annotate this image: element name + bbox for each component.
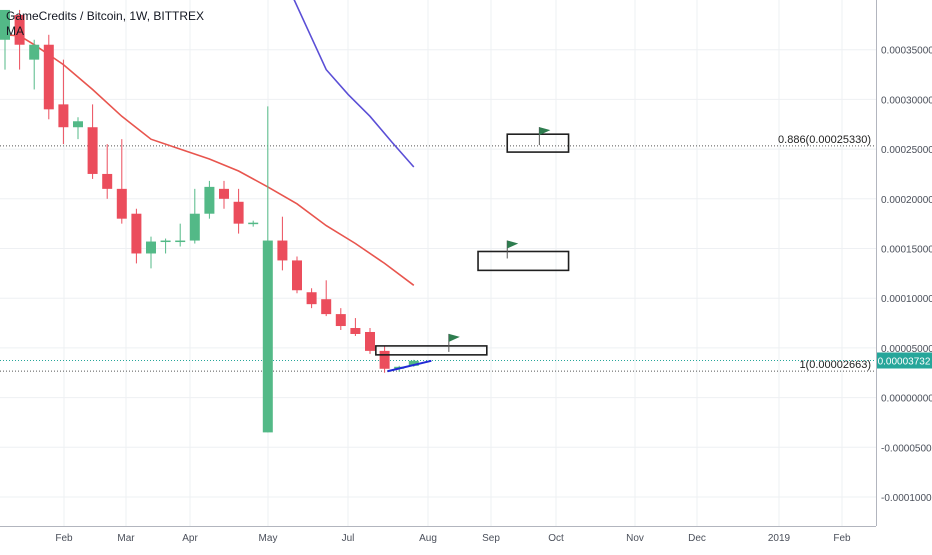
candle-body — [175, 240, 186, 243]
indicator-label: MA — [6, 24, 24, 38]
last-price-tag — [877, 352, 932, 369]
y-tick-label: 0.00015000 — [881, 245, 932, 256]
candle-body — [73, 121, 83, 128]
candle-body — [102, 173, 113, 189]
candle-body — [233, 201, 244, 224]
candle-body — [146, 241, 156, 254]
y-tick-label: 0.00020000 — [881, 195, 932, 206]
candle — [292, 256, 302, 294]
candle-body — [408, 360, 419, 366]
x-tick-label: Nov — [626, 533, 644, 544]
target-box — [477, 250, 570, 272]
candle-body — [350, 328, 361, 334]
fib-level-label: 0.886(0.00025330) — [778, 134, 871, 146]
candle — [131, 208, 142, 264]
candle-body — [379, 350, 390, 369]
flag-cloth — [539, 127, 551, 136]
candle — [43, 34, 54, 120]
candle-body — [0, 9, 10, 40]
target-box — [375, 345, 488, 356]
candle — [219, 180, 229, 209]
candle-body — [189, 213, 200, 241]
chart-legend: GameCredits / Bitcoin, 1W, BITTREX MA — [6, 9, 204, 39]
candle-body — [262, 240, 273, 433]
candle — [14, 9, 25, 70]
flag-cloth — [507, 240, 519, 249]
x-tick-label: Aug — [419, 533, 437, 544]
candle-body — [292, 260, 302, 291]
candle-body — [204, 186, 215, 214]
y-tick-label: 0.00030000 — [881, 95, 932, 106]
candle-body — [58, 104, 69, 128]
candle — [58, 59, 69, 145]
last-price-label: 0.00003732 — [878, 357, 931, 368]
x-tick-label: Feb — [833, 533, 851, 544]
y-tick-label: 0.00000000 — [881, 394, 932, 405]
ma-slow-line — [293, 0, 415, 168]
y-tick-label: 0.00005000 — [881, 344, 932, 355]
flag-icon — [448, 333, 460, 352]
ma-fast-line — [4, 34, 415, 286]
y-tick-label: 0.00035000 — [881, 46, 932, 57]
candle-body — [306, 292, 317, 305]
candle-body — [321, 299, 332, 315]
candle-body — [131, 213, 142, 254]
target-box — [506, 133, 570, 153]
candle — [379, 345, 390, 373]
x-tick-label: 2019 — [768, 533, 791, 544]
candle — [365, 328, 375, 354]
candle — [189, 188, 200, 244]
support-trendline — [387, 359, 432, 373]
candle — [335, 308, 346, 331]
candle — [350, 318, 361, 336]
candle — [175, 223, 186, 247]
candle — [306, 288, 317, 309]
candle — [73, 117, 83, 140]
candle-body — [116, 188, 127, 219]
candle-body — [365, 331, 375, 351]
flag-icon — [506, 240, 519, 259]
candle — [233, 188, 244, 234]
candle — [248, 220, 259, 227]
x-tick-label: Mar — [117, 533, 135, 544]
y-tick-label: 0.00025000 — [881, 145, 932, 156]
candle-body — [335, 314, 346, 327]
candle-body — [277, 240, 288, 261]
x-tick-label: Feb — [55, 533, 73, 544]
x-tick-label: Apr — [182, 533, 198, 544]
candle — [160, 238, 171, 254]
y-tick-label: 0.00010000 — [881, 294, 932, 305]
candle-body — [219, 188, 229, 199]
candle — [277, 216, 288, 271]
candle — [321, 280, 332, 317]
chart-title: GameCredits / Bitcoin, 1W, BITTREX — [6, 9, 205, 23]
candle-body — [160, 240, 171, 243]
y-tick-label: -0.00005000 — [881, 443, 932, 454]
candle-body — [29, 44, 40, 60]
x-tick-label: Oct — [548, 533, 564, 544]
candle-body — [87, 127, 98, 174]
x-tick-label: May — [259, 533, 278, 544]
candle — [87, 104, 98, 179]
x-tick-label: Dec — [688, 533, 706, 544]
candle — [29, 39, 40, 90]
x-tick-label: Jul — [342, 533, 355, 544]
candle — [102, 144, 113, 199]
x-tick-label: Sep — [482, 533, 500, 544]
candle — [262, 106, 273, 433]
y-tick-label: -0.00010000 — [881, 493, 932, 504]
candle-body — [14, 14, 25, 45]
candle — [0, 9, 10, 70]
candle — [204, 180, 215, 219]
candle — [146, 236, 156, 269]
flag-cloth — [448, 333, 460, 342]
candle-body — [248, 222, 259, 225]
flag-icon — [538, 127, 551, 146]
candle-body — [43, 44, 54, 110]
fib-level-label: 1(0.00002663) — [799, 359, 871, 371]
candle — [116, 139, 127, 224]
